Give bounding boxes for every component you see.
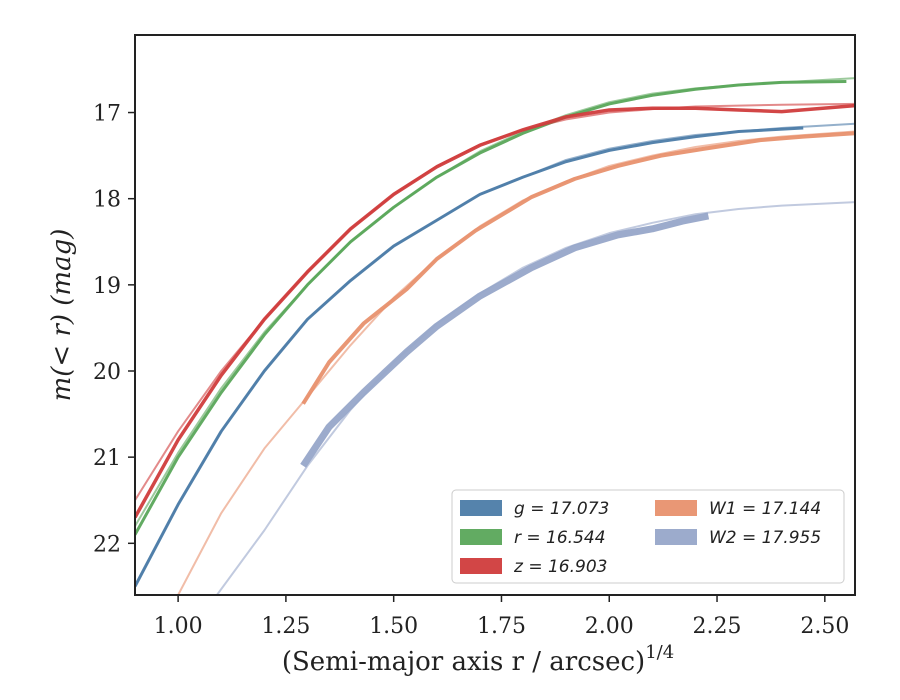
y-axis-label: m(< r) (mag) bbox=[47, 229, 77, 402]
series-layer bbox=[135, 77, 855, 595]
y-tick-label: 19 bbox=[93, 274, 121, 299]
legend-swatch-g bbox=[460, 500, 502, 516]
legend-swatch-w2 bbox=[655, 529, 697, 545]
plot-frame bbox=[134, 34, 856, 596]
legend-frame bbox=[451, 489, 845, 584]
x-axis-label: (Semi-major axis r / arcsec)1/4 bbox=[282, 642, 674, 677]
legend-swatch-z bbox=[460, 558, 502, 574]
x-tick-label: 2.00 bbox=[585, 614, 634, 639]
legend-label-z: z = 16.903 bbox=[513, 557, 607, 577]
series-z-profile-line bbox=[135, 103, 855, 519]
x-tick-label: 1.50 bbox=[369, 614, 418, 639]
x-tick-label: 2.25 bbox=[693, 614, 742, 639]
series-g-profile-line bbox=[135, 126, 804, 588]
legend-label-g: g = 17.073 bbox=[514, 499, 609, 519]
y-tick-label: 18 bbox=[93, 188, 121, 213]
y-tick-label: 17 bbox=[93, 102, 121, 127]
x-tick-label: 1.00 bbox=[154, 614, 203, 639]
x-tick-label: 2.50 bbox=[800, 614, 849, 639]
series-r-profile-line bbox=[135, 80, 847, 536]
series-w1-profile-line bbox=[301, 131, 855, 405]
x-axis: 1.00 1.25 1.50 1.75 2.00 2.25 2.50 bbox=[154, 595, 849, 639]
x-tick-label: 1.25 bbox=[261, 614, 310, 639]
series-w2-profile-line bbox=[300, 212, 710, 468]
legend: g = 17.073 r = 16.544 z = 16.903 W1 = 17.14… bbox=[451, 489, 845, 584]
x-tick-label: 1.75 bbox=[477, 614, 526, 639]
series-z-model-line bbox=[135, 102, 855, 502]
y-tick-label: 20 bbox=[93, 360, 121, 385]
legend-label-r: r = 16.544 bbox=[514, 528, 606, 548]
legend-swatch-r bbox=[460, 529, 502, 545]
legend-label-w2: W2 = 17.955 bbox=[709, 528, 821, 548]
y-tick-label: 22 bbox=[93, 532, 121, 557]
legend-swatch-w1 bbox=[655, 500, 697, 516]
x-axis-label-superscript: 1/4 bbox=[645, 642, 674, 663]
series-w2-model-line bbox=[215, 201, 855, 595]
y-tick-label: 21 bbox=[93, 446, 121, 471]
y-axis: 17 18 19 20 21 22 bbox=[93, 102, 135, 557]
legend-label-w1: W1 = 17.144 bbox=[709, 499, 821, 519]
